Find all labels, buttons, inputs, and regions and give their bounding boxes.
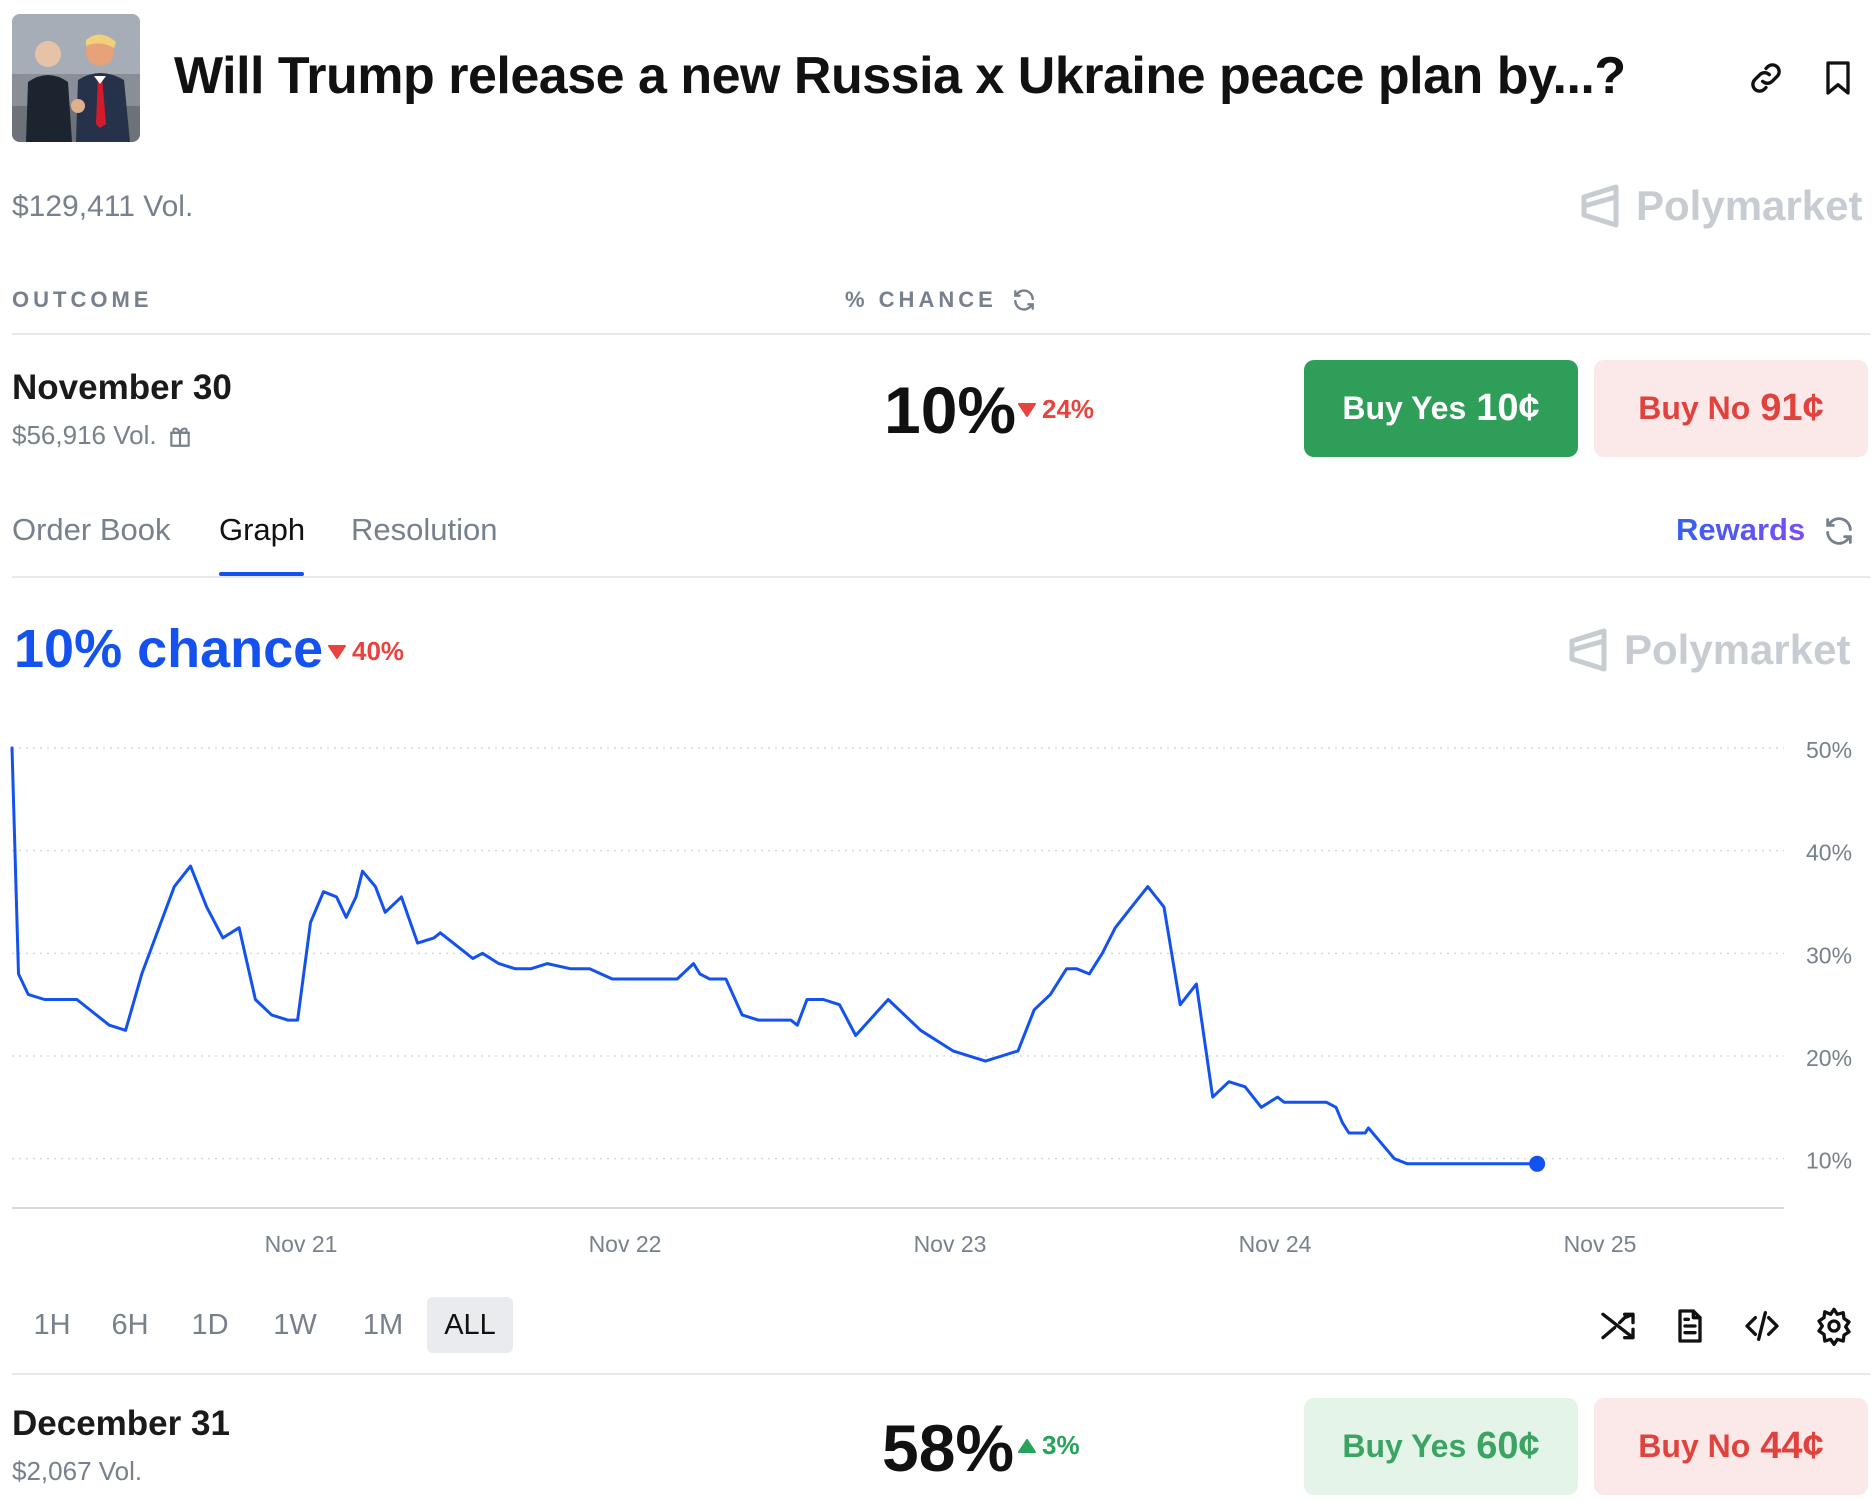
buy-no-label: Buy No (1638, 1428, 1751, 1464)
buy-yes-price: 10¢ (1476, 387, 1540, 429)
settings-gear-icon[interactable] (1814, 1306, 1854, 1346)
range-6h-button[interactable]: 6H (111, 1308, 149, 1341)
buy-yes-label: Buy Yes (1342, 390, 1467, 426)
outcome-volume: $2,067 Vol. (12, 1456, 142, 1487)
outcome-delta-value: 24% (1042, 394, 1095, 424)
active-tab-indicator (219, 572, 304, 576)
graph-polymarket-text: Polymarket (1624, 626, 1851, 673)
buy-no-button[interactable]: Buy No 91¢ (1594, 360, 1868, 457)
outcome-chance: 10% (884, 373, 1017, 447)
x-tick-label: Nov 22 (589, 1231, 662, 1257)
x-tick-label: Nov 25 (1564, 1231, 1637, 1257)
buy-no-label: Buy No (1638, 390, 1751, 426)
graph-chance: 10% chance (14, 619, 324, 679)
buy-yes-button[interactable]: Buy Yes 10¢ (1304, 360, 1578, 457)
x-tick-label: Nov 24 (1239, 1231, 1312, 1257)
polymarket-logo-icon (1581, 184, 1619, 228)
rewards-link[interactable]: Rewards (1676, 512, 1806, 547)
chance-column-label: % CHANCE (845, 287, 997, 312)
market-volume: $129,411 Vol. (12, 190, 194, 223)
buy-yes-price: 60¢ (1476, 1425, 1540, 1467)
market-title: Will Trump release a new Russia x Ukrain… (174, 47, 1626, 105)
y-tick-label: 50% (1806, 737, 1852, 763)
up-triangle-icon (1018, 1438, 1036, 1453)
y-tick-label: 20% (1806, 1045, 1852, 1071)
range-1w-button[interactable]: 1W (273, 1308, 317, 1341)
y-tick-label: 10% (1806, 1148, 1852, 1174)
down-triangle-icon (328, 644, 346, 659)
price-chart-svg[interactable]: 50% 40% 30% 20% 10% Nov 21 Nov 22 Nov 23 Nov 24 N… (0, 720, 1874, 1260)
code-embed-icon[interactable] (1742, 1306, 1782, 1346)
tab-order-book[interactable]: Order Book (12, 512, 171, 547)
bookmark-icon[interactable] (1818, 58, 1858, 98)
chance-column-header: % CHANCE (845, 287, 1037, 313)
rewards-refresh-icon[interactable] (1822, 514, 1856, 548)
graph-delta: 40% (328, 636, 404, 667)
outcome-delta: 24% (1018, 394, 1094, 425)
buy-no-price: 44¢ (1760, 1425, 1824, 1467)
outcome-delta-value: 3% (1042, 1430, 1080, 1460)
outcome-column-header: OUTCOME (12, 287, 153, 312)
buy-no-button[interactable]: Buy No 44¢ (1594, 1398, 1868, 1495)
y-tick-label: 30% (1806, 942, 1852, 968)
outcome-volume: $56,916 Vol. (12, 420, 193, 451)
shuffle-icon[interactable] (1598, 1306, 1638, 1346)
polymarket-logo: Polymarket (1580, 182, 1862, 230)
divider (12, 333, 1870, 335)
range-1m-button[interactable]: 1M (362, 1308, 404, 1341)
buy-no-price: 91¢ (1760, 387, 1824, 429)
market-thumbnail (12, 14, 140, 142)
document-icon[interactable] (1670, 1306, 1710, 1346)
down-triangle-icon (1018, 402, 1036, 417)
outcome-delta: 3% (1018, 1430, 1080, 1461)
graph-polymarket-watermark: Polymarket (1568, 626, 1850, 674)
price-chart[interactable]: 50% 40% 30% 20% 10% Nov 21 Nov 22 Nov 23 Nov 24 N… (0, 720, 1874, 1260)
gift-icon[interactable] (167, 423, 193, 449)
outcome-name: November 30 (12, 368, 232, 407)
link-icon[interactable] (1746, 58, 1786, 98)
polymarket-logo-text: Polymarket (1636, 182, 1863, 229)
outcome-name: December 31 (12, 1404, 230, 1443)
x-tick-label: Nov 21 (265, 1231, 338, 1257)
tab-graph[interactable]: Graph (219, 512, 306, 547)
tabs-divider (12, 576, 1870, 578)
range-divider (12, 1373, 1870, 1375)
x-tick-label: Nov 23 (914, 1231, 987, 1257)
outcome-chance: 58% (882, 1411, 1015, 1485)
latest-point (1529, 1155, 1546, 1172)
range-all-button[interactable]: ALL (427, 1297, 513, 1353)
buy-yes-button[interactable]: Buy Yes 60¢ (1304, 1398, 1578, 1495)
polymarket-logo-icon (1569, 628, 1607, 672)
tab-resolution[interactable]: Resolution (351, 512, 498, 547)
series-line (10, 746, 1539, 1166)
range-1d-button[interactable]: 1D (191, 1308, 229, 1341)
buy-yes-label: Buy Yes (1342, 1428, 1467, 1464)
outcome-volume-text: $56,916 Vol. (12, 420, 157, 450)
refresh-icon[interactable] (1011, 287, 1037, 313)
graph-delta-value: 40% (352, 636, 405, 666)
y-tick-label: 40% (1806, 840, 1852, 866)
outcome-volume-text: $2,067 Vol. (12, 1456, 143, 1486)
range-1h-button[interactable]: 1H (33, 1308, 71, 1341)
